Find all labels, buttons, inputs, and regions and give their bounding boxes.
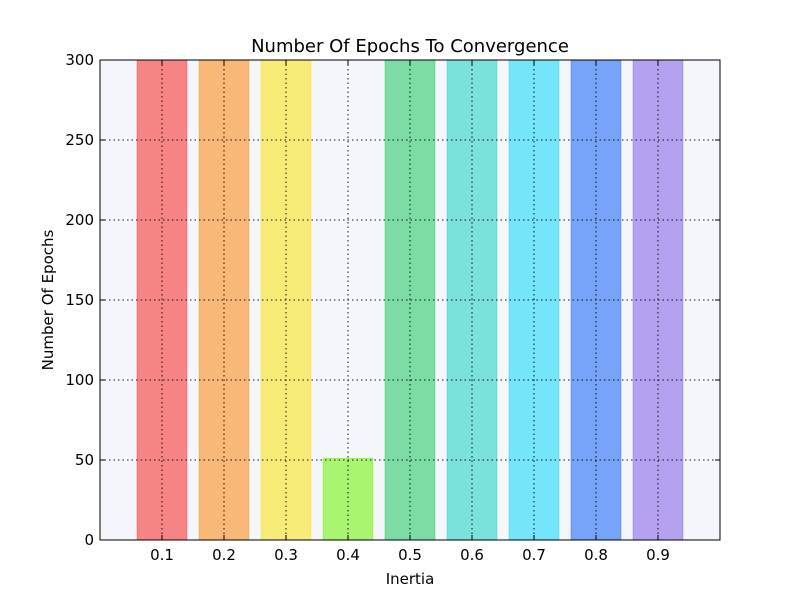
x-axis-label: Inertia [386, 570, 435, 588]
grid-overlay [100, 60, 720, 540]
axis-ticks: 0 50 100 150 200 250 300 0.1 0.2 0.3 0.4 0.5 0.6 0.7 0… [65, 51, 720, 564]
y-tick-label-200: 200 [65, 211, 94, 229]
x-tick-label-0.3: 0.3 [274, 546, 298, 564]
x-tick-label-0.7: 0.7 [522, 546, 546, 564]
y-tick-label-150: 150 [65, 291, 94, 309]
y-axis-label: Number Of Epochs [39, 230, 57, 371]
chart-title: Number Of Epochs To Convergence [251, 36, 569, 57]
x-tick-label-0.1: 0.1 [150, 546, 174, 564]
y-tick-label-100: 100 [65, 371, 94, 389]
x-tick-label-0.9: 0.9 [646, 546, 670, 564]
x-tick-label-0.2: 0.2 [212, 546, 236, 564]
x-tick-label-0.8: 0.8 [584, 546, 608, 564]
y-tick-label-250: 250 [65, 131, 94, 149]
x-tick-label-0.4: 0.4 [336, 546, 360, 564]
y-tick-label-0: 0 [84, 531, 94, 549]
y-tick-label-50: 50 [75, 451, 94, 469]
x-tick-label-0.6: 0.6 [460, 546, 484, 564]
y-tick-label-300: 300 [65, 51, 94, 69]
x-tick-label-0.5: 0.5 [398, 546, 422, 564]
